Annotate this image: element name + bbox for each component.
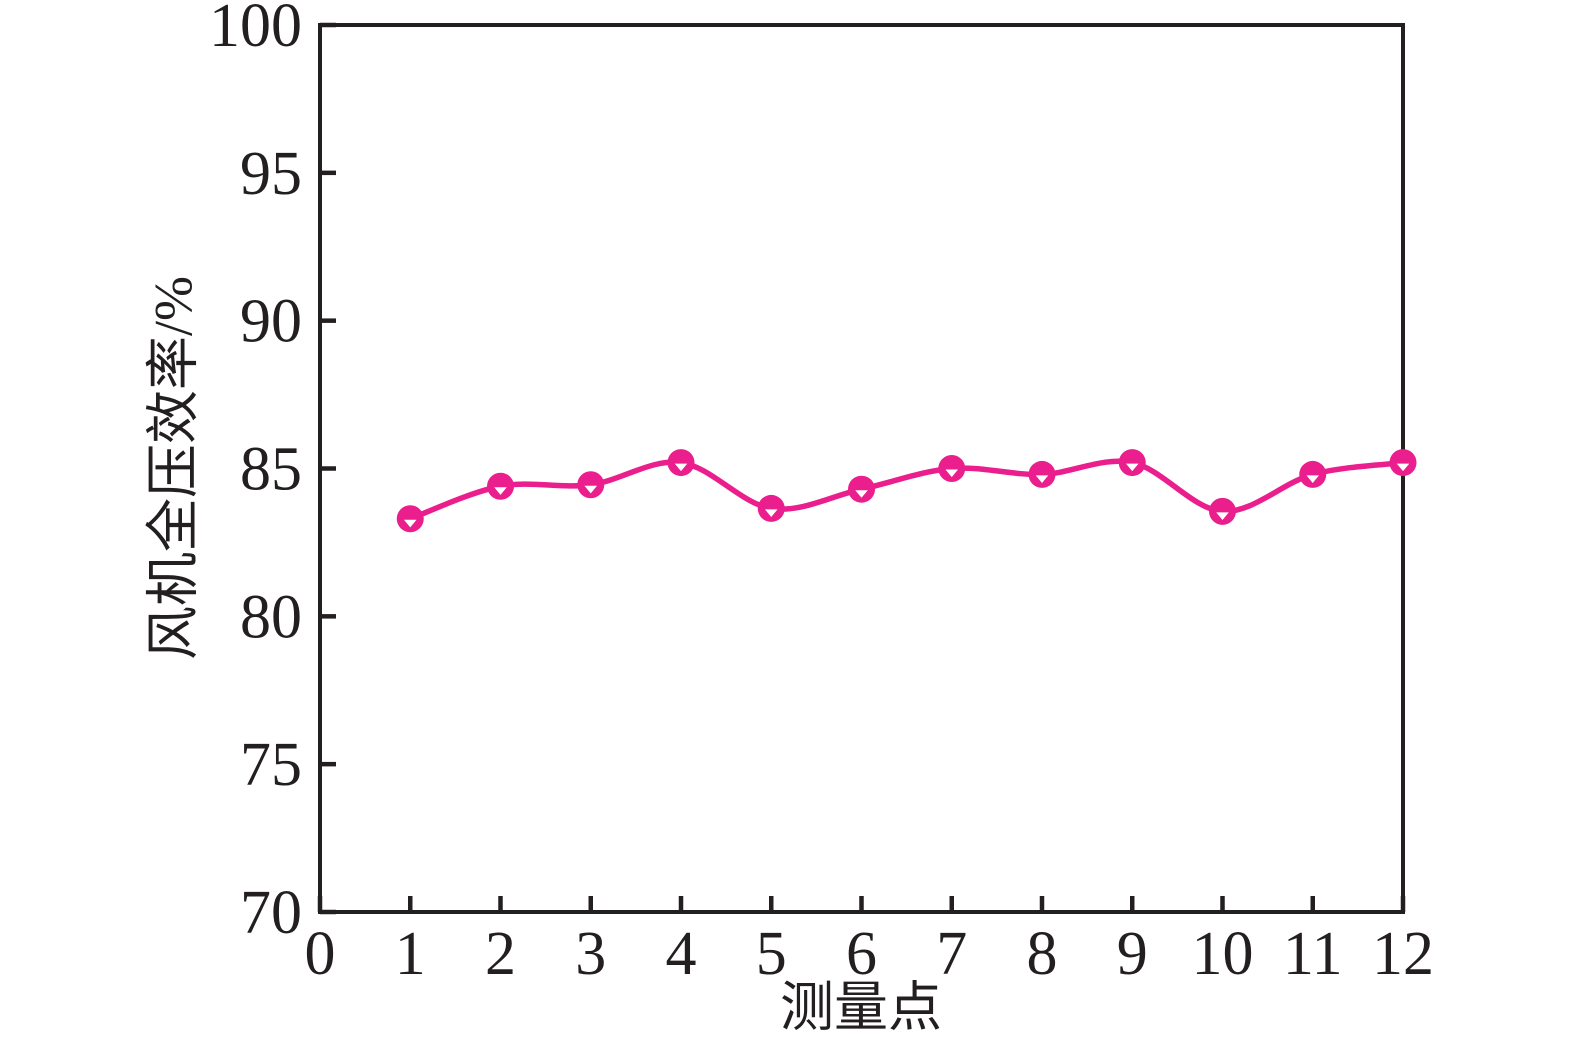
x-tick-label: 4 (666, 920, 697, 988)
x-tick-label: 0 (305, 920, 336, 988)
x-tick-label: 12 (1372, 920, 1434, 988)
y-axis-title: 风机全压效率/% (143, 276, 204, 660)
y-tick-label: 85 (240, 436, 302, 504)
data-point-marker (1389, 449, 1417, 477)
data-point-marker (577, 471, 605, 499)
marker-inner-triangle (945, 469, 959, 478)
x-tick-label: 11 (1283, 920, 1343, 988)
marker-inner-triangle (764, 509, 778, 518)
x-axis-title: 测量点 (780, 977, 942, 1038)
data-point-marker (938, 455, 966, 482)
marker-inner-triangle (1035, 475, 1049, 484)
series-line (407, 458, 1406, 522)
x-tick-label: 8 (1027, 920, 1058, 988)
marker-inner-triangle (674, 463, 688, 472)
marker-inner-triangle (1125, 463, 1139, 472)
marker-inner-triangle (1306, 475, 1320, 484)
data-point-marker (487, 472, 514, 500)
data-point-marker (1118, 449, 1146, 477)
data-point-marker (1299, 460, 1327, 488)
y-tick-label: 80 (240, 583, 302, 651)
marker-inner-triangle (584, 485, 598, 494)
x-tick-label: 10 (1192, 920, 1254, 988)
y-tick-label: 75 (240, 731, 302, 799)
data-point-marker (757, 494, 785, 522)
marker-inner-triangle (855, 490, 868, 498)
marker-inner-triangle (1396, 463, 1410, 472)
data-point-marker (667, 449, 695, 477)
data-point-marker (396, 505, 424, 533)
y-tick-label: 95 (240, 140, 302, 208)
x-tick-label: 6 (846, 920, 877, 988)
x-tick-label: 2 (485, 920, 516, 988)
y-tick-label: 90 (240, 288, 302, 356)
x-tick-label: 5 (756, 920, 787, 988)
data-point-marker (1209, 497, 1236, 525)
marker-inner-triangle (494, 487, 507, 495)
x-tick-label: 7 (936, 920, 967, 988)
x-tick-label: 9 (1117, 920, 1148, 988)
x-tick-label: 3 (575, 920, 606, 988)
y-tick-label: 100 (209, 0, 302, 60)
marker-inner-triangle (403, 519, 417, 528)
data-point-marker (848, 475, 875, 503)
x-tick-label: 1 (395, 920, 426, 988)
marker-inner-triangle (1216, 512, 1229, 520)
plot-box (318, 23, 1405, 914)
data-point-marker (1028, 460, 1056, 488)
y-tick-label: 70 (240, 879, 302, 947)
